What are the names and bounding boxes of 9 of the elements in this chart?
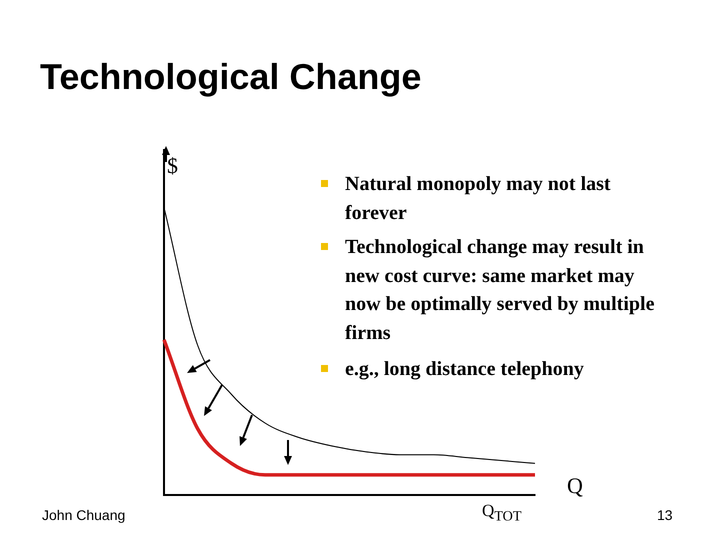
text: 13 — [657, 507, 673, 523]
text: John Chuang — [42, 507, 126, 523]
annotation: Technological change may result in new cost curve: same market may now be optimally served by multiple firms — [345, 235, 656, 346]
chart-title: Technological Change — [40, 56, 422, 98]
annotation: Natural monopoly may not last forever — [345, 172, 612, 226]
text: Q$_{TOT}$ — [482, 501, 522, 526]
x-axis-title: Q — [567, 473, 583, 499]
y-axis-title: $ — [167, 153, 178, 179]
annotation: e.g., long distance telephony — [345, 357, 585, 382]
